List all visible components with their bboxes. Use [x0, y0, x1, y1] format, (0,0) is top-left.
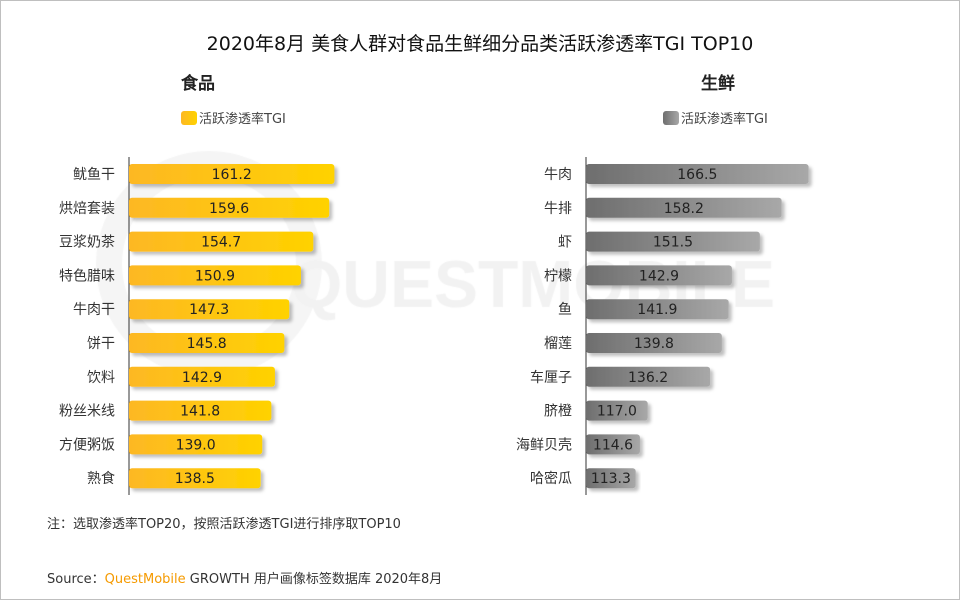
data-label: 138.5 [175, 471, 215, 487]
category-label: 熟食 [87, 470, 115, 487]
bar [129, 400, 272, 421]
food-legend: 活跃渗透率TGI [181, 108, 286, 127]
category-label: 榴莲 [544, 336, 572, 352]
data-label: 145.8 [187, 336, 227, 352]
data-label: 142.9 [182, 370, 222, 386]
chart-title: 2020年8月 美食人群对食品生鲜细分品类活跃渗透率TGI TOP10 [206, 33, 754, 55]
category-label: 哈密瓜 [530, 470, 572, 487]
category-label: 牛排 [544, 201, 572, 217]
data-label: 158.2 [664, 201, 704, 217]
category-label: 方便粥饭 [59, 436, 115, 453]
category-label: 鱿鱼干 [73, 166, 115, 183]
category-label: 柠檬 [544, 268, 572, 284]
data-label: 161.2 [212, 167, 252, 183]
bar [586, 468, 636, 489]
data-label: 142.9 [639, 268, 679, 284]
bar [586, 400, 648, 421]
bar [586, 197, 782, 218]
category-label: 海鲜贝壳 [516, 436, 572, 453]
data-label: 141.9 [637, 302, 677, 318]
data-label: 150.9 [195, 268, 235, 284]
category-label: 饮料 [87, 370, 115, 386]
legend-label: 活跃渗透率TGI [681, 112, 768, 127]
bar [586, 434, 640, 455]
legend-swatch [663, 110, 679, 125]
fresh-legend: 活跃渗透率TGI [663, 108, 768, 127]
data-label: 117.0 [597, 404, 637, 420]
category-label: 车厘子 [530, 369, 572, 386]
data-label: 166.5 [677, 167, 717, 183]
footnote: 注：选取渗透率TOP20，按照活跃渗透TGI进行排序取TOP10 [47, 517, 401, 532]
bar [586, 265, 732, 286]
data-label: 147.3 [189, 302, 229, 318]
bar [129, 468, 261, 489]
bar [586, 299, 729, 320]
bar [586, 231, 760, 252]
category-label: 虾 [558, 235, 572, 251]
bar [129, 231, 314, 252]
bar [129, 434, 263, 455]
data-label: 141.8 [180, 404, 220, 420]
category-label: 鱼 [558, 301, 572, 318]
data-label: 113.3 [591, 471, 631, 487]
bar [129, 366, 275, 387]
bar [129, 299, 290, 320]
source-brand: QuestMobile [104, 572, 186, 587]
data-label: 154.7 [201, 235, 241, 251]
legend-swatch [181, 110, 197, 125]
food-chart-title: 食品 [181, 74, 215, 94]
source-text: GROWTH 用户画像标签数据库 2020年8月 [185, 572, 443, 587]
source-prefix: Source： [47, 572, 105, 587]
bar [586, 333, 722, 353]
data-label: 151.5 [653, 235, 693, 251]
bar [586, 366, 711, 387]
bar [129, 265, 301, 286]
data-label: 159.6 [209, 201, 249, 217]
data-label: 114.6 [593, 437, 633, 453]
bar [129, 164, 335, 184]
category-label: 牛肉干 [73, 302, 115, 318]
fresh-chart-title: 生鲜 [701, 74, 735, 94]
legend-label: 活跃渗透率TGI [199, 112, 286, 127]
data-label: 139.8 [634, 336, 674, 352]
bar [129, 197, 330, 218]
category-label: 粉丝米线 [59, 404, 115, 420]
data-label: 136.2 [628, 370, 668, 386]
source: Source：QuestMobile GROWTH 用户画像标签数据库 2020… [47, 568, 442, 587]
data-label: 139.0 [176, 437, 216, 453]
category-label: 豆浆奶茶 [59, 235, 115, 251]
category-label: 特色腊味 [59, 267, 115, 284]
bar [129, 333, 285, 353]
category-label: 脐橙 [544, 404, 572, 420]
category-label: 烘焙套装 [59, 201, 115, 217]
category-label: 饼干 [87, 336, 115, 352]
bar [586, 164, 809, 184]
category-label: 牛肉 [544, 167, 572, 183]
